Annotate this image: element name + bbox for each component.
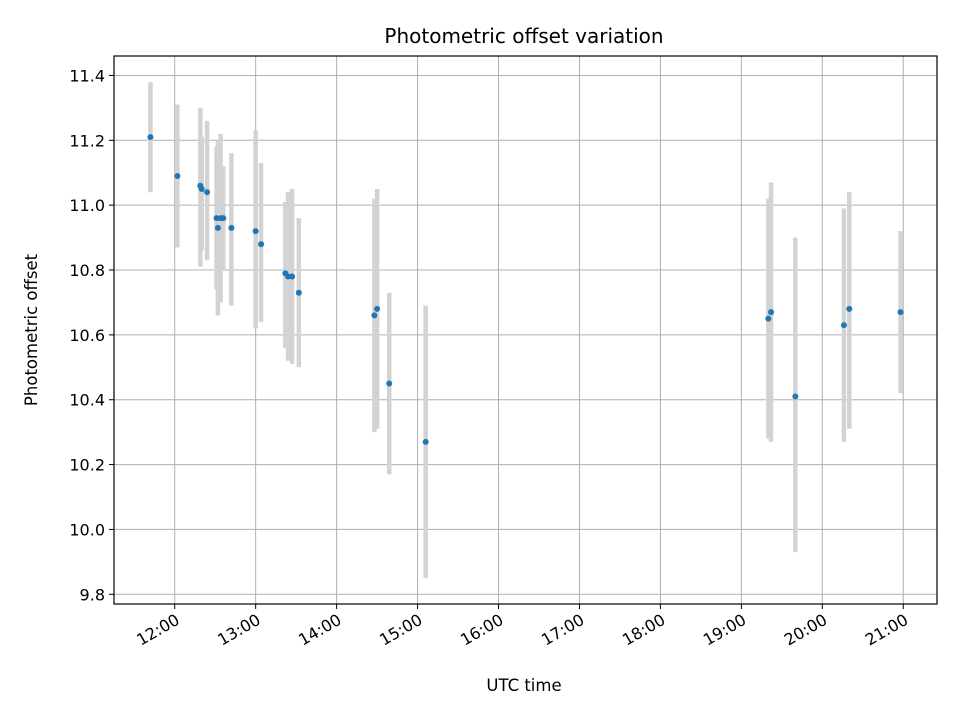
data-point [765,315,772,322]
y-tick-label: 10.2 [69,456,105,475]
error-bars [148,81,903,579]
data-point [840,322,847,329]
data-point [174,172,181,179]
data-point [897,309,904,316]
plot-area-frame [113,55,938,605]
x-tick-label: 15:00 [376,610,425,650]
data-point [295,289,302,296]
data-point [768,309,775,316]
x-axis-ticks: 12:00 13:00 14:00 15:00 16:00 17:00 18:00 19:00… [133,604,911,650]
x-tick-label: 12:00 [133,610,182,650]
y-tick-label: 10.0 [69,520,105,539]
y-tick-label: 11.4 [69,66,105,85]
x-tick-label: 19:00 [700,610,749,650]
data-point [147,134,154,141]
y-tick-label: 10.4 [69,391,105,410]
data-point [198,185,205,192]
data-point [258,241,265,248]
y-tick-label: 11.0 [69,196,105,215]
x-tick-label: 21:00 [862,610,911,650]
data-point [386,380,393,387]
chart-title: Photometric offset variation [384,24,663,48]
data-point [846,305,853,312]
data-point [228,224,235,231]
y-tick-label: 9.8 [80,585,105,604]
x-tick-label: 18:00 [619,610,668,650]
y-tick-label: 10.8 [69,261,105,280]
data-point [214,224,221,231]
data-points [147,134,904,445]
x-tick-label: 16:00 [457,610,506,650]
data-point [422,438,429,445]
data-point [792,393,799,400]
grid-lines [114,56,937,604]
x-tick-label: 20:00 [781,610,830,650]
data-point [371,312,378,319]
data-point [220,215,227,222]
x-tick-label: 14:00 [295,610,344,650]
x-tick-label: 13:00 [214,610,263,650]
y-tick-label: 11.2 [69,131,105,150]
data-point [289,273,296,280]
x-axis-title: UTC time [486,676,561,695]
data-point [204,189,211,196]
y-axis-title: Photometric offset [22,253,41,406]
y-tick-label: 10.6 [69,326,105,345]
x-tick-label: 17:00 [538,610,587,650]
y-axis-ticks: 9.8 10.0 10.2 10.4 10.6 10.8 11.0 11.2 11.4 [69,66,114,604]
data-point [252,228,259,235]
data-point [374,305,381,312]
